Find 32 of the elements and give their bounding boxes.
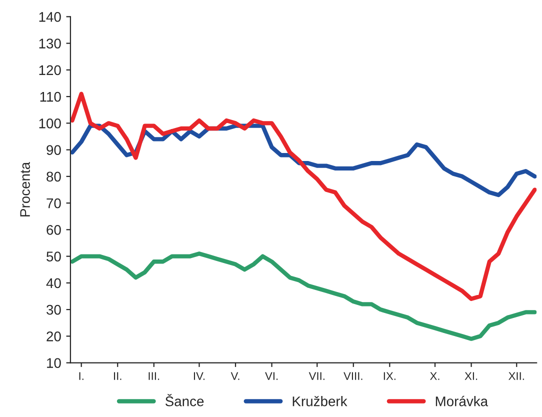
y-tick-label: 40 — [46, 278, 61, 288]
line-series — [70, 92, 537, 301]
y-tick-label: 100 — [39, 118, 61, 128]
legend-label: Morávka — [436, 396, 488, 406]
x-tick-label: XI. — [464, 372, 478, 380]
line-series — [70, 252, 537, 341]
y-tick-label: 90 — [46, 145, 61, 155]
x-tick-label: V. — [230, 372, 240, 380]
x-tick-label: VI. — [265, 372, 278, 380]
y-tick-label: 130 — [39, 38, 61, 48]
y-axis-title: Procenta — [20, 162, 30, 216]
y-tick-label: 120 — [39, 65, 61, 76]
y-tick-label: 70 — [46, 198, 61, 208]
legend-label: Kružberk — [292, 396, 348, 406]
x-tick-label: I. — [79, 372, 84, 380]
x-tick-label: X. — [430, 372, 440, 380]
x-tick-label: IV. — [194, 372, 205, 380]
y-tick-label: 10 — [47, 358, 61, 368]
y-tick-label: 50 — [46, 252, 61, 262]
x-tick-label: II. — [114, 372, 122, 380]
y-tick-label: 80 — [46, 172, 61, 182]
x-tick-label: VIII. — [344, 372, 362, 380]
legend-label: Šance — [165, 394, 204, 406]
y-tick-label: 30 — [46, 304, 61, 315]
x-tick-label: IX. — [384, 372, 396, 380]
x-tick-label: XII. — [508, 372, 524, 380]
y-tick-label: 110 — [40, 92, 61, 102]
y-tick-label: 140 — [39, 12, 61, 22]
x-tick-label: VII. — [308, 372, 324, 380]
y-tick-label: 60 — [46, 225, 61, 235]
x-tick-label: III. — [148, 372, 160, 380]
y-tick-label: 20 — [46, 332, 61, 342]
